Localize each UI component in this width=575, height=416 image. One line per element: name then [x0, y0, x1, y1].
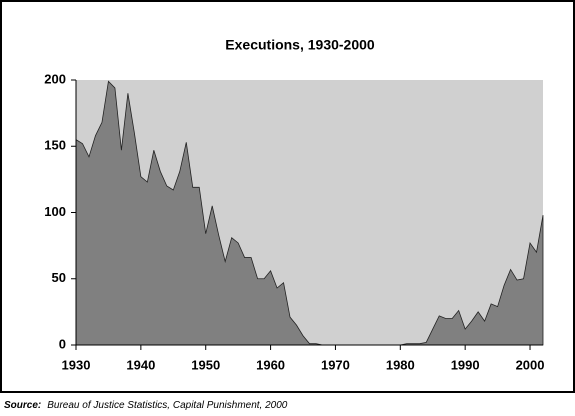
x-tick-label: 1950: [191, 357, 220, 372]
y-tick-label: 0: [59, 336, 66, 351]
y-tick-label: 50: [52, 270, 66, 285]
y-tick-label: 200: [44, 71, 66, 86]
source-label: Source:: [4, 400, 41, 411]
x-tick-label: 1940: [126, 357, 155, 372]
x-tick-label: 1960: [256, 357, 285, 372]
source-text: Bureau of Justice Statistics, Capital Pu…: [47, 400, 288, 411]
y-tick-label: 150: [44, 138, 66, 153]
area: [75, 80, 544, 346]
x-tick-label: 2000: [516, 357, 545, 372]
y-tick-label: 100: [44, 204, 66, 219]
x-tick-label: 1980: [386, 357, 415, 372]
x-tick-label: 1930: [62, 357, 91, 372]
x-tick-label: 1990: [451, 357, 480, 372]
source: Source: Bureau of Justice Statistics, Cap…: [4, 400, 288, 411]
x-tick-label: 1970: [321, 357, 350, 372]
chart-title: Executions, 1930-2000: [225, 37, 375, 53]
